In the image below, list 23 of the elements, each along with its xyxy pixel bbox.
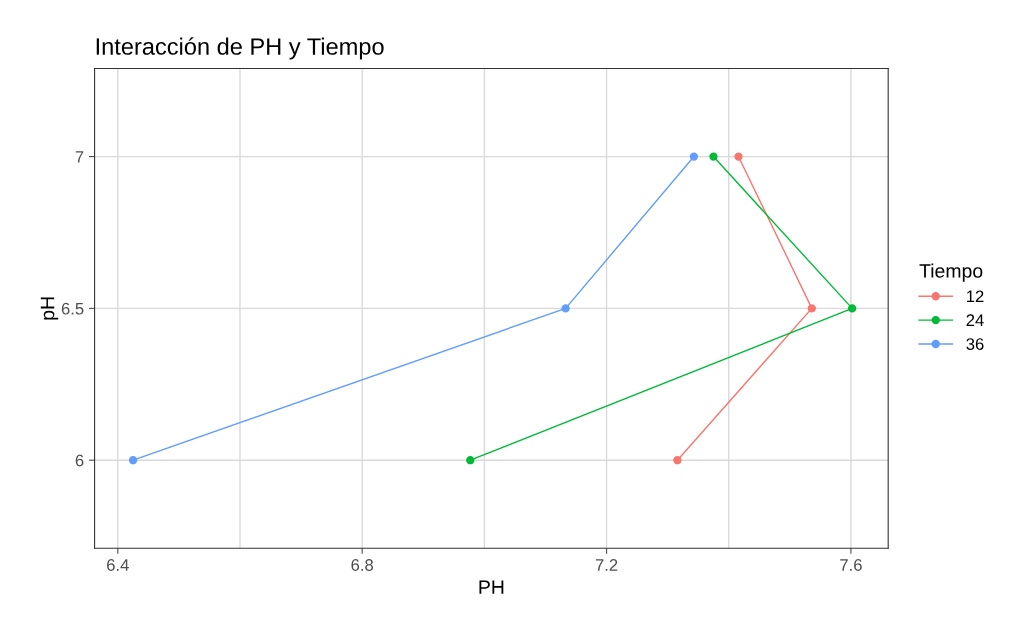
point [128, 456, 138, 465]
point [847, 304, 857, 313]
legend-label: 24 [966, 314, 984, 326]
x-tick-label: 6.4 [107, 559, 129, 571]
y-tick-label: 6 [75, 454, 84, 467]
point [807, 304, 816, 313]
y-tick-label: 7 [75, 151, 84, 163]
point [673, 456, 682, 465]
chart-title: Interacción de PH y Tiempo [96, 37, 384, 60]
point [709, 152, 718, 161]
x-tick-label: 6.8 [351, 559, 374, 571]
point [561, 304, 570, 313]
x-tick-label: 7.2 [595, 559, 618, 571]
y-tick-label: 6.5 [61, 302, 84, 315]
legend-title: Tiempo [919, 263, 983, 282]
x-axis-title: PH [479, 580, 504, 594]
legend-label: 12 [967, 290, 984, 303]
point [466, 456, 475, 465]
point [734, 152, 743, 161]
point [689, 152, 699, 161]
y-axis-title: pH [40, 297, 59, 320]
legend-label: 36 [966, 338, 984, 350]
x-tick-label: 7.6 [840, 559, 862, 571]
